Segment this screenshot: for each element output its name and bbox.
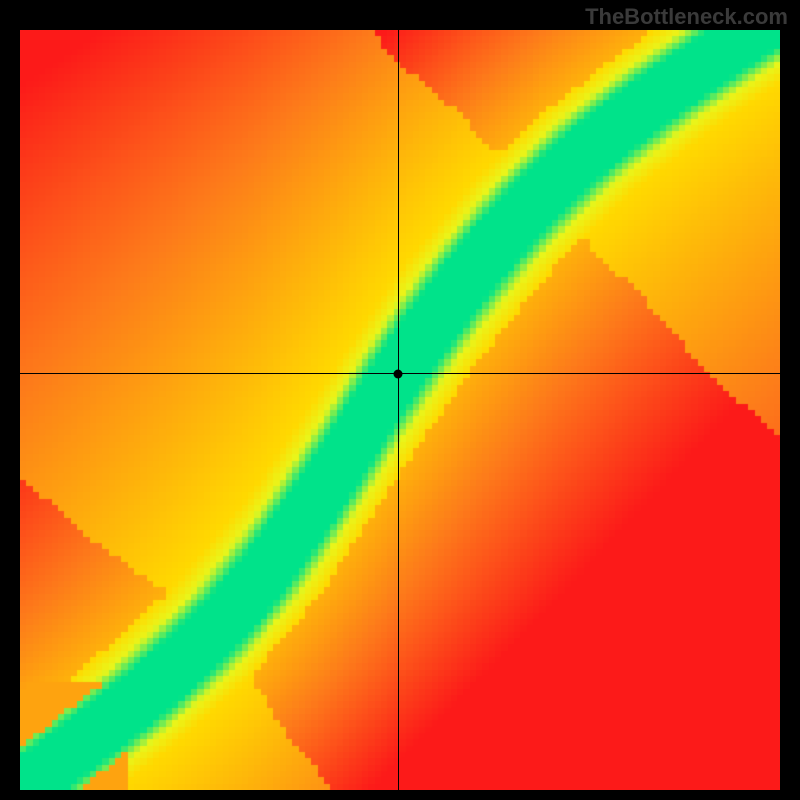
heatmap-plot bbox=[20, 30, 780, 790]
crosshair-marker bbox=[394, 369, 403, 378]
watermark-text: TheBottleneck.com bbox=[585, 4, 788, 30]
heatmap-canvas bbox=[20, 30, 780, 790]
crosshair-vertical bbox=[398, 30, 400, 790]
chart-container: TheBottleneck.com bbox=[0, 0, 800, 800]
